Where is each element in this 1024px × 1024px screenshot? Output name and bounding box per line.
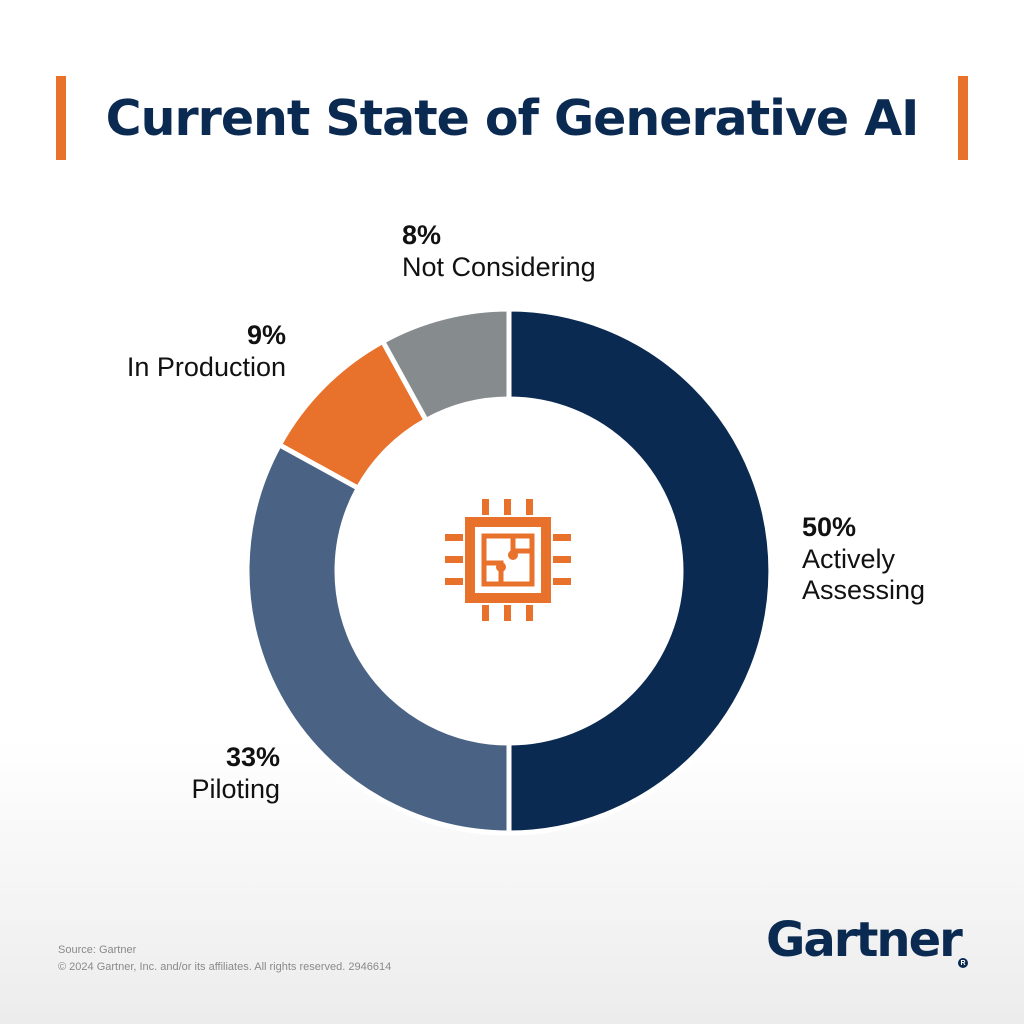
slice-name-not-considering: Not Considering bbox=[402, 251, 596, 282]
slice-label-piloting: 33% Piloting bbox=[150, 742, 280, 805]
chip-icon bbox=[445, 499, 571, 621]
slice-label-in-production: 9% In Production bbox=[60, 320, 286, 383]
copyright-text: © 2024 Gartner, Inc. and/or its affiliat… bbox=[58, 960, 392, 973]
title-accent-left bbox=[56, 76, 66, 160]
gartner-logo: Gartner bbox=[766, 912, 963, 968]
slice-name-piloting: Piloting bbox=[191, 773, 280, 804]
slice-label-not-considering: 8% Not Considering bbox=[402, 220, 596, 283]
chart-title: Current State of Generative AI bbox=[105, 89, 920, 147]
slice-name-in-production: In Production bbox=[126, 351, 286, 382]
registered-mark: R bbox=[958, 958, 968, 968]
slice-value-not-considering: 8% bbox=[402, 220, 442, 250]
source-text: Source: Gartner bbox=[58, 944, 137, 956]
donut-slice-actively-assessing bbox=[506, 306, 774, 836]
slice-label-actively-assessing: 50% Actively Assessing bbox=[802, 512, 952, 607]
donut-slice-not-considering bbox=[379, 306, 512, 424]
title-accent-right bbox=[958, 76, 968, 160]
slice-value-actively-assessing: 50% bbox=[802, 512, 857, 542]
donut-slice-piloting bbox=[244, 441, 512, 836]
slice-value-in-production: 9% bbox=[246, 320, 286, 350]
source-note: Source: Gartner © 2024 Gartner, Inc. and… bbox=[58, 942, 391, 975]
slice-value-piloting: 33% bbox=[225, 742, 280, 772]
slice-name-actively-assessing: Actively Assessing bbox=[802, 543, 926, 606]
